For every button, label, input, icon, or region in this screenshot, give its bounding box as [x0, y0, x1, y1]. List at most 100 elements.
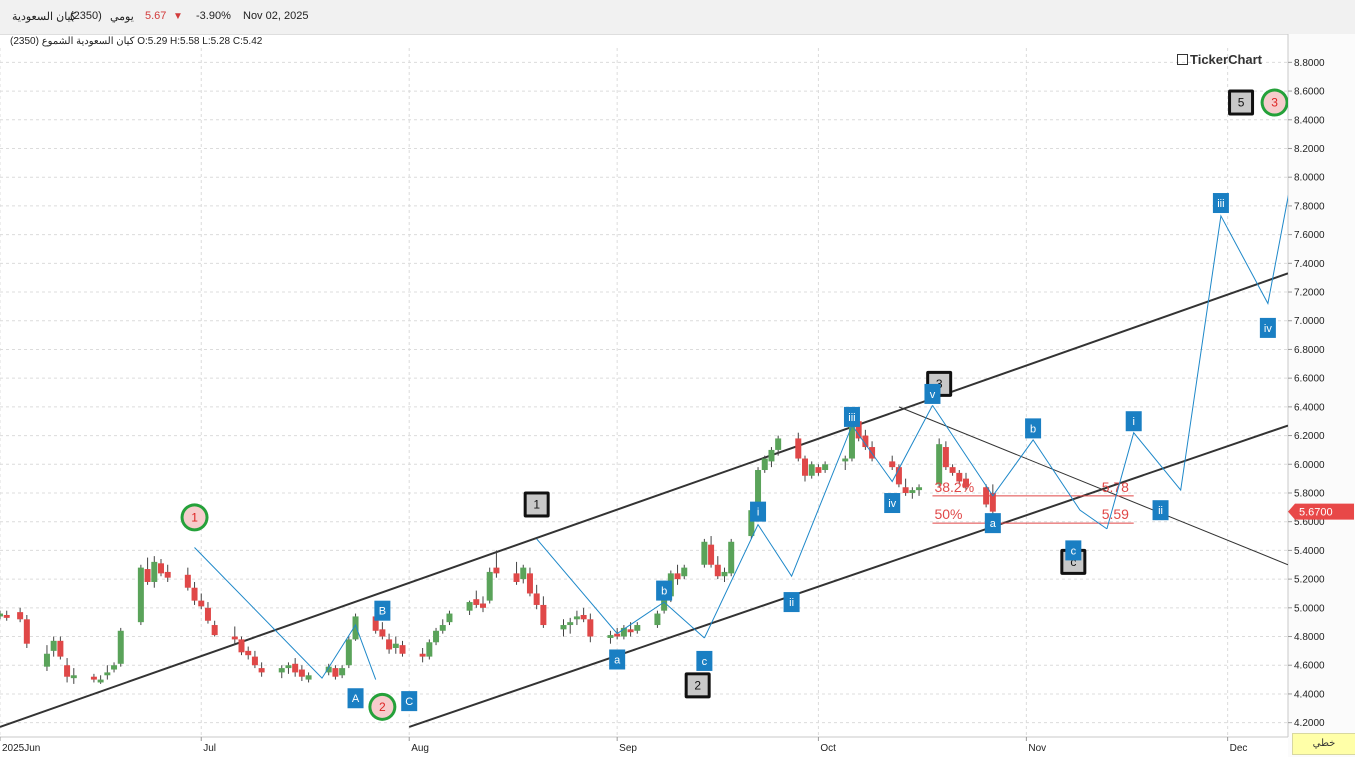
- chart-mode-button[interactable]: خطي: [1292, 733, 1355, 755]
- candle-down: [379, 629, 386, 637]
- logo-text: TickerChart: [1190, 52, 1263, 67]
- symbol-code: (2350): [70, 10, 102, 22]
- candle-up: [808, 464, 815, 476]
- candle-down: [238, 639, 245, 653]
- wave-label-blue-text: v: [930, 389, 936, 401]
- candle-up: [748, 510, 755, 537]
- wave-label-blue: [1212, 193, 1229, 214]
- wave-label-blue: [884, 493, 901, 514]
- candle-down: [184, 574, 191, 588]
- candle-down: [627, 629, 634, 633]
- candle-down: [802, 458, 808, 476]
- wave-label-square-text: 3: [936, 377, 943, 391]
- wave-label-circle-inner: [1263, 91, 1286, 114]
- wave-label-blue: [347, 688, 364, 709]
- period-label[interactable]: يومي: [110, 11, 134, 23]
- wave-label-circle-text: 3: [1271, 96, 1278, 110]
- candle-down: [480, 603, 486, 608]
- candle-up: [822, 464, 829, 471]
- wave-label-blue: [1125, 411, 1142, 432]
- wave-label-blue-text: iii: [848, 412, 855, 424]
- candle-up: [426, 642, 433, 657]
- y-tick-label: 8.2000: [1294, 144, 1325, 155]
- candle-down: [231, 636, 238, 640]
- change-percent: -3.90%: [196, 10, 231, 22]
- wave-label-blue-text: i: [1132, 416, 1134, 428]
- y-tick-label: 8.8000: [1294, 58, 1325, 69]
- candle-up: [433, 630, 440, 643]
- candle-up: [775, 438, 782, 450]
- candle-up: [439, 625, 446, 631]
- candle-down: [258, 668, 265, 673]
- candle-down: [895, 467, 902, 485]
- trend-line: [898, 406, 1288, 566]
- candle-down: [386, 639, 393, 650]
- wave-label-blue-text: iii: [1217, 198, 1224, 210]
- wave-label-blue-text: iv: [1264, 323, 1272, 335]
- series-ohlc: O:5.29 H:5.58 L:5.28 C:5.42: [137, 36, 263, 47]
- candle-down: [332, 668, 339, 677]
- candle-down: [862, 435, 869, 448]
- wave-label-blue: [750, 501, 767, 522]
- candle-down: [90, 676, 97, 680]
- candle-up: [848, 415, 855, 459]
- wave-label-blue-text: ii: [1158, 505, 1163, 517]
- candle-up: [0, 613, 3, 617]
- y-tick-label: 4.4000: [1294, 689, 1325, 700]
- candle-down: [211, 625, 218, 636]
- candle-down: [942, 447, 949, 468]
- y-tick-label: 6.0000: [1294, 460, 1325, 471]
- candle-up: [137, 567, 144, 623]
- wave-label-square-text: 2: [694, 678, 701, 692]
- candle-down: [57, 640, 64, 657]
- wave-label-blue: [984, 513, 1001, 534]
- candle-up: [909, 490, 916, 493]
- candle-up: [117, 630, 124, 664]
- candle-up: [70, 675, 77, 679]
- wave-label-blue: [1152, 500, 1169, 521]
- y-tick-label: 7.0000: [1294, 316, 1325, 327]
- candle-down: [191, 587, 198, 601]
- wave-label-blue-text: i: [757, 507, 759, 519]
- wave-label-blue-text: b: [1030, 423, 1036, 435]
- candle-up: [567, 622, 574, 626]
- last-price: 5.67: [145, 10, 167, 22]
- candle-down: [144, 569, 151, 582]
- candle-up: [520, 567, 527, 580]
- series-name: كيان السعودية الشموع: [41, 36, 135, 47]
- series-code: (2350): [10, 36, 39, 47]
- candle-up: [755, 470, 762, 514]
- wave-label-blue-text: a: [990, 518, 997, 530]
- wave-label-blue: [696, 650, 713, 671]
- candle-down: [989, 492, 996, 512]
- candle-up: [285, 665, 292, 669]
- wave-label-blue-text: c: [702, 656, 708, 668]
- y-tick-label: 8.4000: [1294, 115, 1325, 126]
- candle-up: [466, 602, 473, 611]
- candle-up: [104, 672, 111, 676]
- y-tick-label: 6.2000: [1294, 431, 1325, 442]
- y-tick-label: 7.2000: [1294, 288, 1325, 299]
- candle-up: [305, 675, 312, 680]
- wave-label-blue: [843, 406, 860, 427]
- x-tick-label: Sep: [619, 743, 637, 754]
- wave-label-square-inner: [526, 494, 547, 515]
- wave-label-blue: [924, 383, 941, 404]
- fib-value: 5.59: [1102, 506, 1129, 522]
- candle-up: [681, 567, 688, 577]
- candle-down: [580, 614, 587, 620]
- chart-header: كيان السعودية (2350) يومي 5.67 ▼ -3.90% …: [0, 0, 1355, 35]
- candle-down: [855, 421, 862, 439]
- candle-down: [533, 593, 540, 605]
- candle-down: [158, 563, 164, 574]
- symbol-name: كيان السعودية: [12, 11, 77, 23]
- elliott-wave-path: [536, 538, 705, 639]
- elliott-wave-path: [932, 405, 1108, 530]
- series-info: كيان السعودية الشموع (2350) O:5.29 H:5.5…: [10, 36, 262, 47]
- channel-line: [408, 424, 1288, 728]
- wave-label-blue: [1259, 317, 1276, 338]
- wave-label-square-text: 5: [1238, 96, 1245, 110]
- elliott-wave-path: [1106, 194, 1288, 530]
- candle-down: [473, 599, 480, 605]
